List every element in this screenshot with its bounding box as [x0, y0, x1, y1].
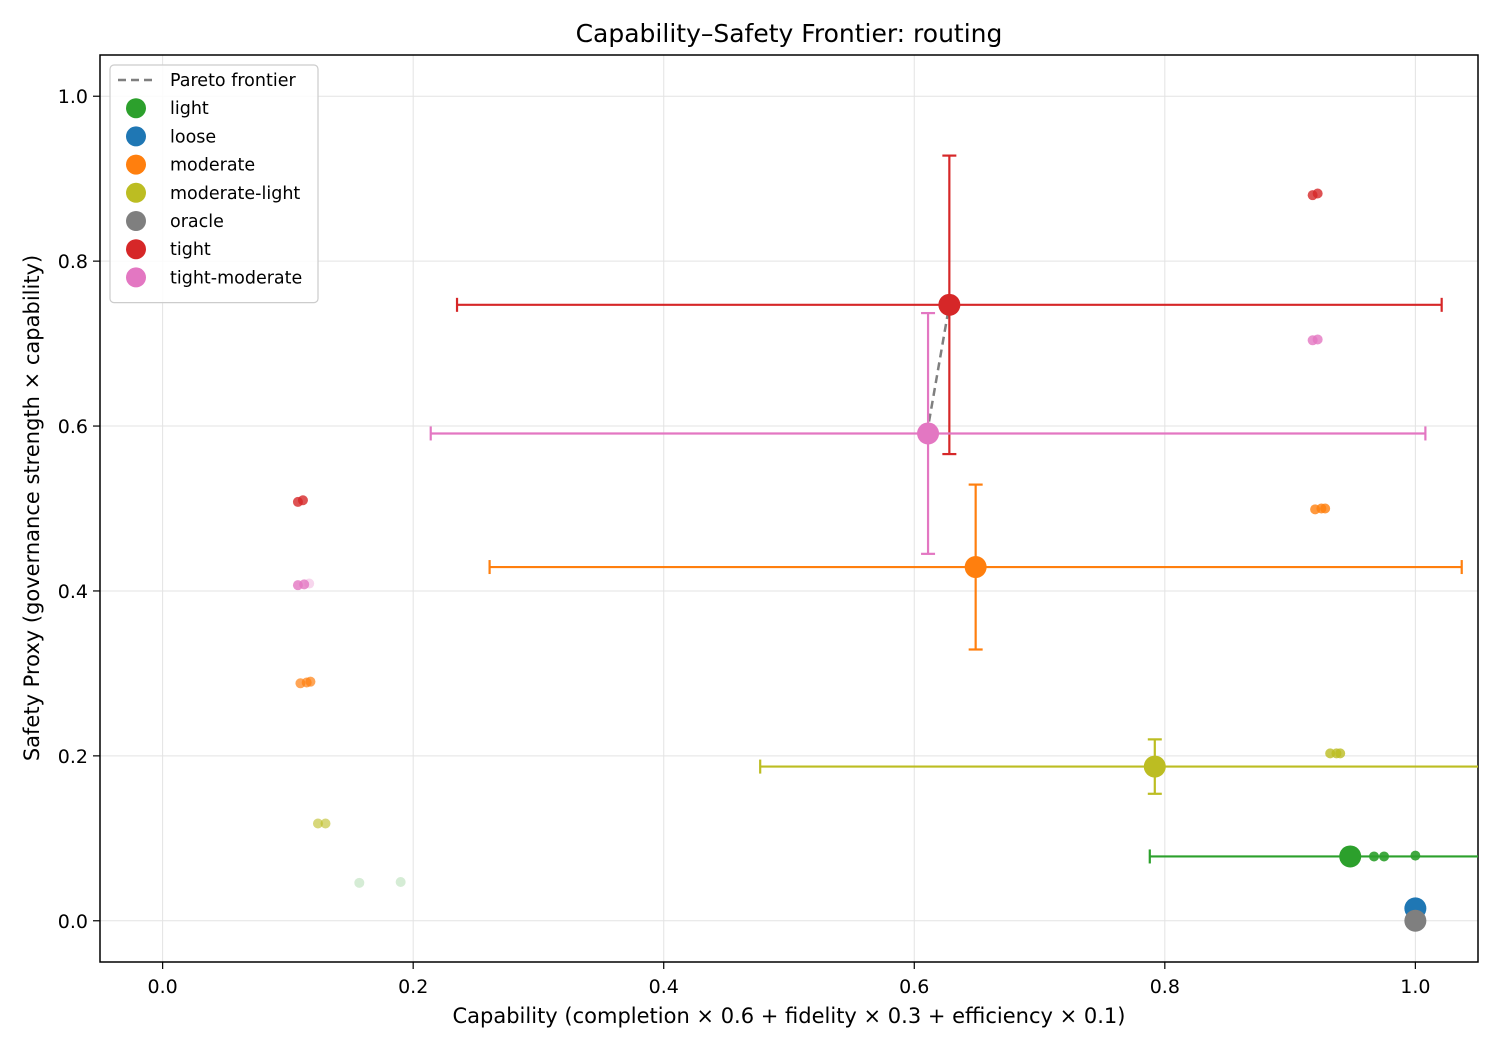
run-point-light — [395, 877, 406, 888]
legend-swatch-light — [126, 98, 146, 119]
run-point-tight-moderate — [304, 578, 315, 589]
x-tick-label: 1.0 — [1400, 976, 1430, 998]
run-point-moderate — [305, 676, 316, 687]
plot-frame — [99, 54, 1479, 963]
legend-label: moderate-light — [170, 184, 300, 204]
x-tick-label: 0.4 — [649, 976, 679, 998]
x-axis-label: Capability (completion × 0.6 + fidelity … — [453, 1004, 1126, 1028]
y-axis-label: Safety Proxy (governance strength × capa… — [20, 255, 44, 761]
chart-title: Capability–Safety Frontier: routing — [576, 19, 1003, 48]
legend-label: moderate — [170, 156, 255, 176]
run-point-moderate-light — [1335, 748, 1346, 759]
legend-swatch-moderate — [126, 154, 146, 175]
run-point-tight-moderate — [1312, 334, 1323, 345]
run-point-tight — [297, 495, 308, 506]
legend-label: tight — [170, 240, 211, 260]
legend-swatch-tight-moderate — [126, 267, 146, 288]
mean-point-light — [1339, 845, 1362, 868]
x-tick-label: 0.0 — [148, 976, 178, 998]
y-tick-label: 0.6 — [58, 416, 88, 438]
legend-swatch-moderate-light — [126, 182, 146, 203]
plot-area — [292, 154, 1478, 932]
axes: 0.0 0.2 0.4 0.6 0.8 1.0 0.0 0.2 0.4 0.6 0.8 1.0 — [58, 54, 1479, 998]
legend-label: light — [170, 99, 209, 119]
mean-point-tight — [938, 293, 961, 316]
mean-point-moderate-light — [1143, 755, 1166, 778]
mean-point-oracle — [1404, 909, 1427, 932]
legend-label: oracle — [170, 212, 224, 232]
x-tick-label: 0.2 — [398, 976, 428, 998]
y-tick-label: 0.0 — [58, 911, 88, 933]
legend-label: Pareto frontier — [170, 71, 296, 91]
grid — [100, 55, 1478, 962]
run-point-light — [354, 877, 365, 888]
mean-point-tight-moderate — [917, 422, 940, 445]
legend-box — [109, 64, 319, 304]
run-point-moderate — [1320, 503, 1331, 514]
run-point-moderate-light — [312, 818, 323, 829]
y-tick-label: 0.4 — [58, 581, 88, 603]
y-tick-label: 0.2 — [58, 746, 88, 768]
legend-swatch-loose — [126, 126, 146, 147]
run-point-moderate-light — [320, 818, 331, 829]
run-point-tight — [1312, 188, 1323, 199]
x-tick-label: 0.8 — [1150, 976, 1180, 998]
y-tick-label: 1.0 — [58, 86, 88, 108]
legend: Pareto frontier light loose moderate moderat… — [109, 64, 319, 304]
mean-point-moderate — [964, 556, 987, 579]
legend-label: tight-moderate — [170, 268, 302, 288]
run-point-tight-moderate — [299, 579, 310, 590]
x-tick-label: 0.6 — [899, 976, 929, 998]
y-tick-label: 0.8 — [58, 251, 88, 273]
legend-swatch-tight — [126, 239, 146, 260]
pareto-frontier-line — [925, 304, 951, 435]
legend-label: loose — [170, 127, 216, 147]
legend-swatch-oracle — [126, 211, 146, 231]
